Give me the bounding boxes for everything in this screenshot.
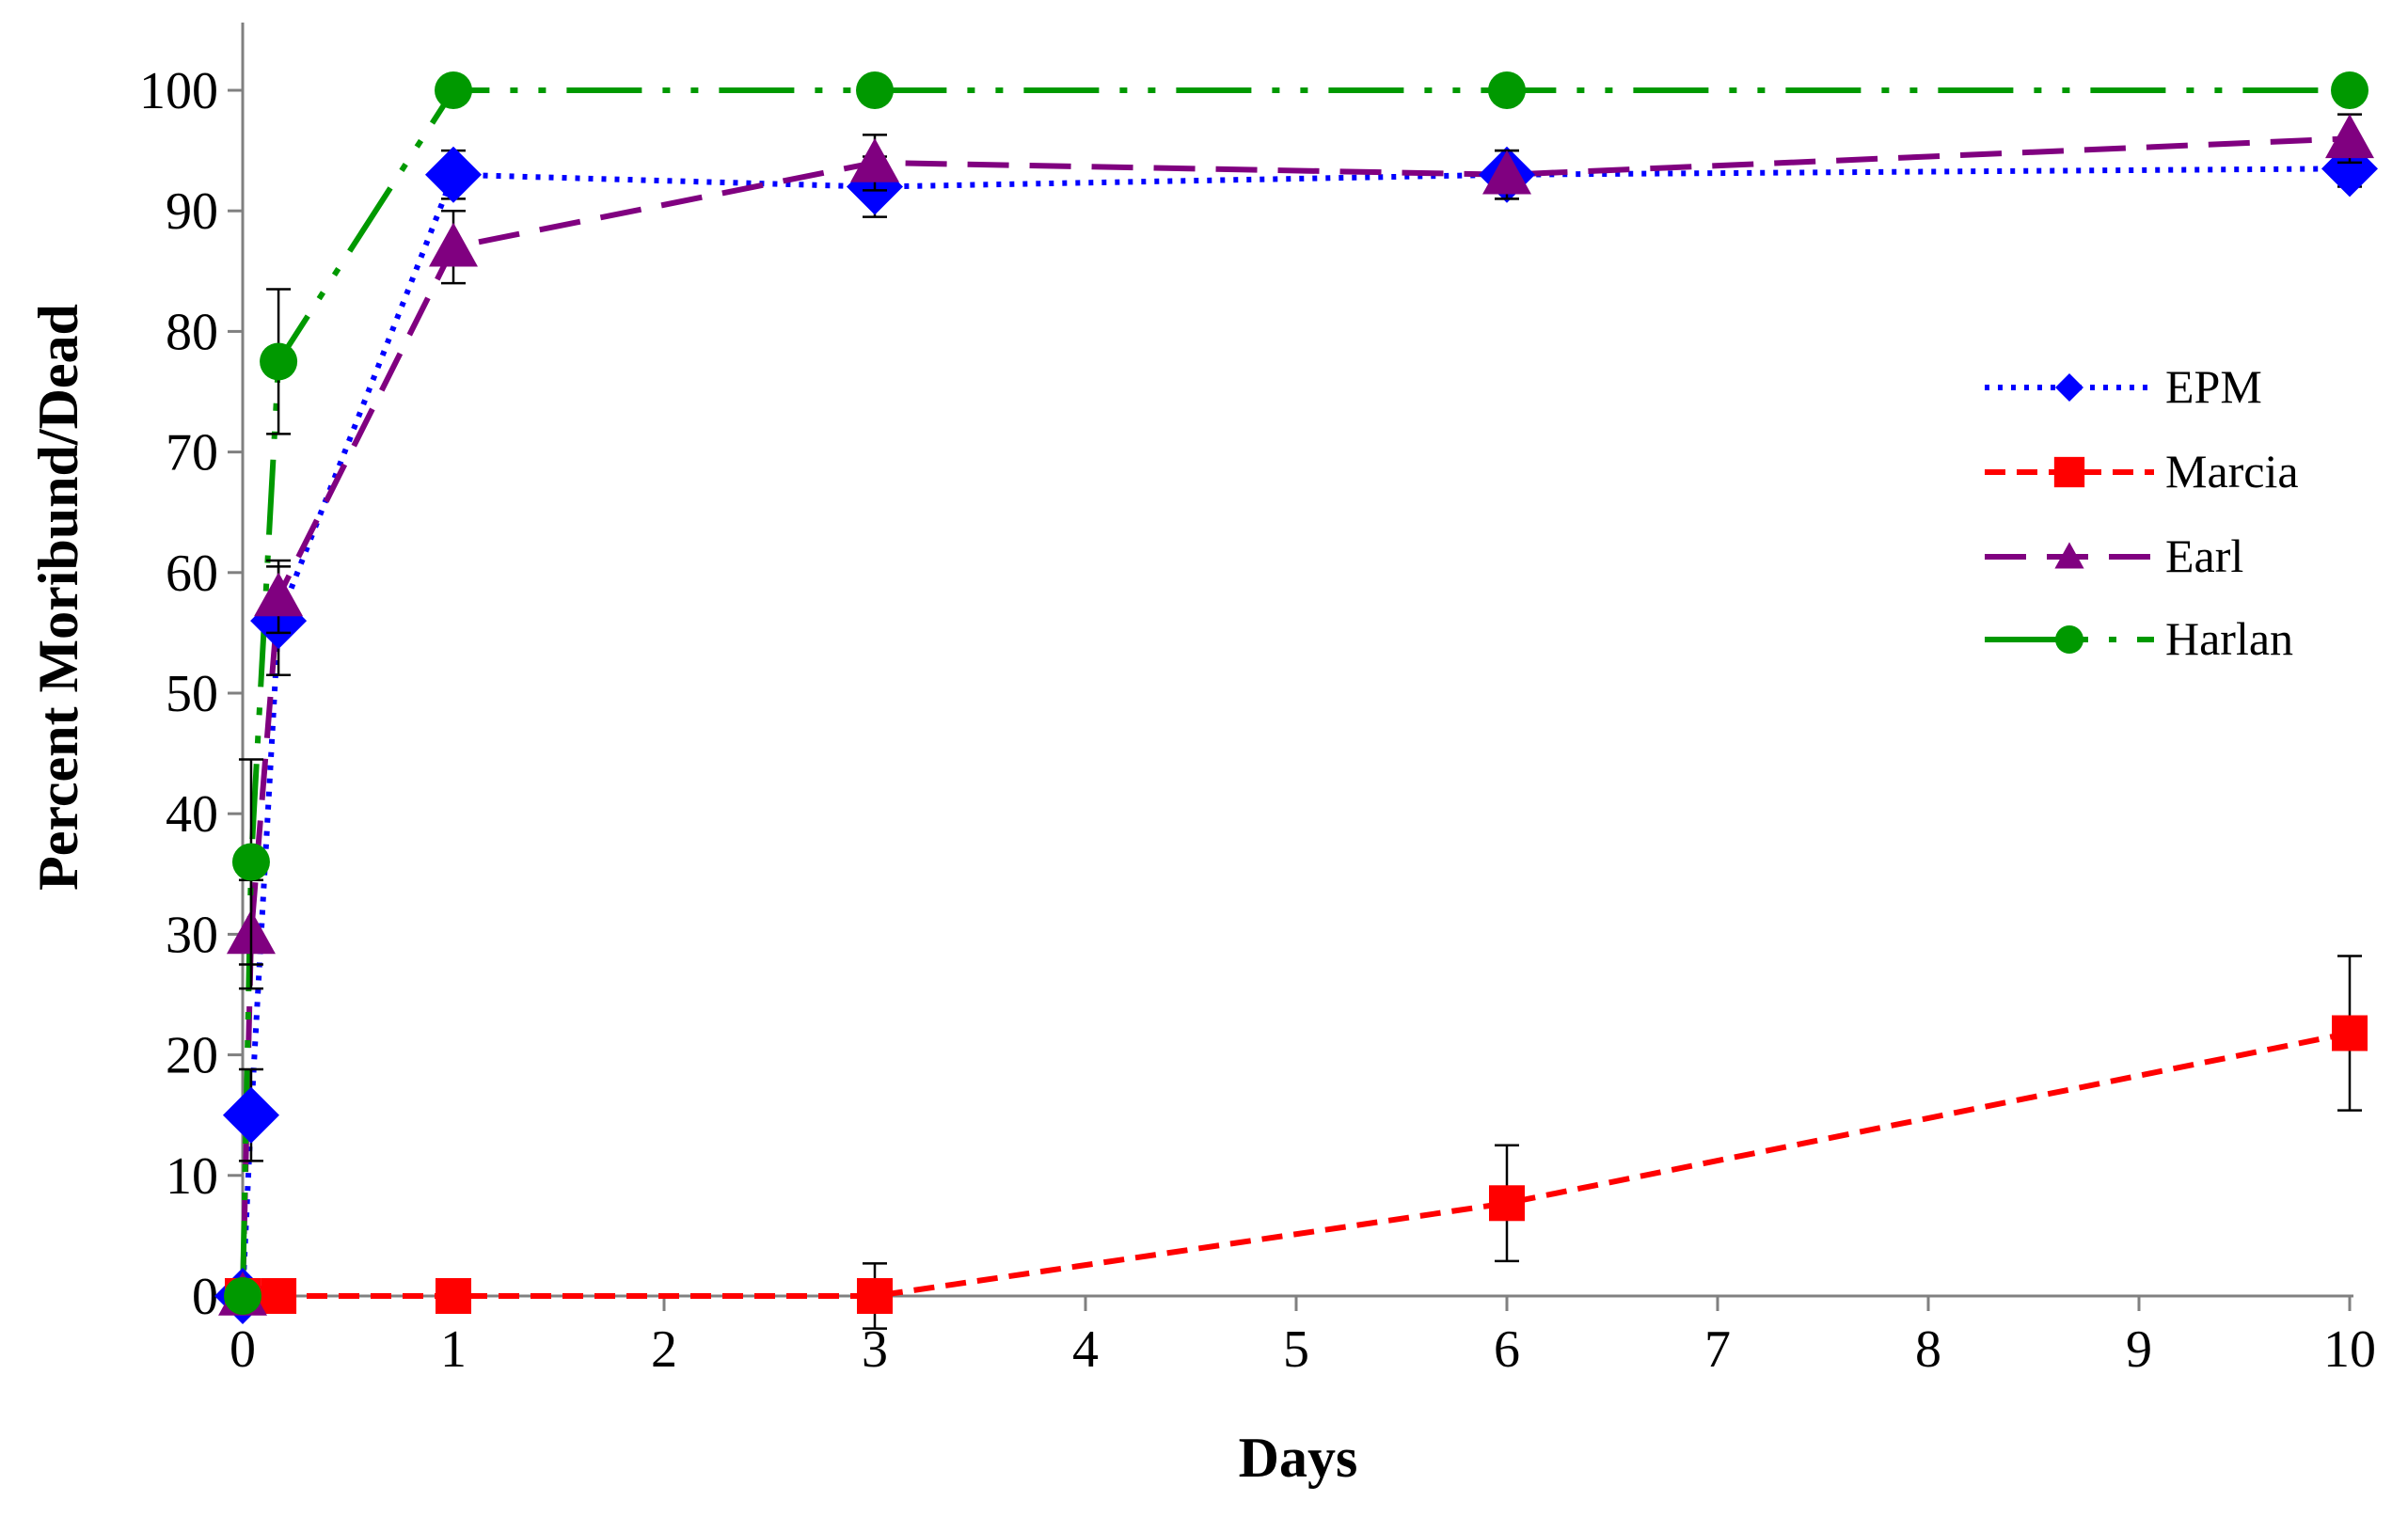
y-tick-label: 30: [166, 906, 218, 964]
data-point-harlan: [1488, 71, 1526, 109]
data-point-marcia: [1489, 1185, 1525, 1222]
y-tick-label: 90: [166, 182, 218, 241]
x-axis-title: Days: [1239, 1427, 1358, 1489]
y-tick-label: 0: [192, 1268, 218, 1326]
data-point-harlan: [435, 71, 472, 109]
y-tick-label: 80: [166, 303, 218, 361]
data-point-earl: [850, 137, 899, 182]
y-tick-label: 100: [139, 62, 218, 120]
x-tick-label: 7: [1704, 1320, 1731, 1379]
data-point-harlan: [260, 342, 298, 381]
legend-marker-marcia: [2053, 456, 2085, 488]
data-point-harlan: [224, 1277, 261, 1315]
data-point-earl: [1482, 150, 1531, 195]
data-point-earl: [254, 572, 304, 617]
legend-label-harlan: Harlan: [2165, 612, 2293, 665]
x-tick-label: 5: [1283, 1320, 1309, 1379]
data-point-marcia: [2332, 1015, 2368, 1051]
data-point-earl: [2325, 114, 2374, 159]
y-tick-label: 40: [166, 785, 218, 844]
legend-label-earl: Earl: [2165, 529, 2243, 582]
x-tick-label: 1: [440, 1320, 467, 1379]
data-point-epm: [425, 146, 482, 203]
x-tick-label: 2: [651, 1320, 677, 1379]
data-point-harlan: [856, 71, 894, 109]
data-point-marcia: [436, 1278, 471, 1314]
y-tick-label: 10: [166, 1147, 218, 1206]
series-line-earl: [240, 135, 2351, 1297]
x-tick-label: 3: [862, 1320, 888, 1379]
data-point-earl: [429, 222, 478, 267]
x-tick-label: 4: [1072, 1320, 1099, 1379]
x-tick-label: 9: [2126, 1320, 2152, 1379]
y-tick-label: 60: [166, 545, 218, 603]
data-point-harlan: [2331, 71, 2368, 109]
legend-label-epm: EPM: [2165, 360, 2262, 413]
x-tick-label: 6: [1494, 1320, 1520, 1379]
legend-marker-epm: [2055, 373, 2083, 402]
series-line-epm: [240, 166, 2351, 1297]
data-point-epm: [222, 1086, 279, 1144]
data-point-marcia: [261, 1278, 297, 1314]
legend-label-marcia: Marcia: [2165, 445, 2299, 498]
x-tick-label: 10: [2323, 1320, 2376, 1379]
y-tick-label: 50: [166, 665, 218, 723]
series-line-harlan: [240, 87, 2350, 1297]
x-tick-label: 8: [1915, 1320, 1941, 1379]
y-tick-label: 20: [166, 1027, 218, 1085]
y-tick-label: 70: [166, 424, 218, 482]
legend-marker-earl: [2054, 542, 2084, 569]
x-tick-label: 0: [230, 1320, 256, 1379]
y-axis-title: Percent Moribund/Dead: [27, 304, 89, 891]
data-point-marcia: [857, 1278, 893, 1314]
data-point-harlan: [231, 843, 270, 881]
legend-marker-harlan: [2055, 625, 2083, 654]
series-line-marcia: [243, 1030, 2351, 1299]
